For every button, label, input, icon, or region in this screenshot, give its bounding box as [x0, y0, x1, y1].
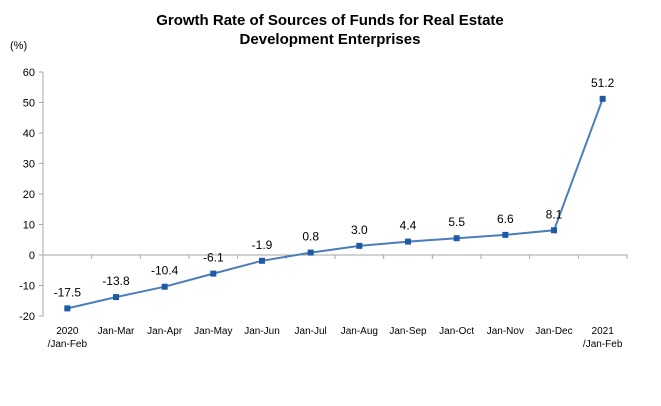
x-tick-label: Jan-May: [194, 326, 232, 337]
y-tick-label: 40: [23, 128, 35, 140]
data-label: 8.1: [546, 207, 563, 221]
y-axis-unit: (%): [10, 40, 27, 52]
data-markers: [64, 95, 606, 312]
data-label: 5.5: [448, 215, 465, 229]
data-point-marker: [502, 231, 509, 238]
data-label: 6.6: [497, 212, 514, 226]
data-point-marker: [453, 235, 460, 242]
data-point-marker: [161, 283, 168, 290]
x-tick-label: 2021/Jan-Feb: [583, 326, 623, 350]
data-point-marker: [599, 95, 606, 102]
data-point-marker: [307, 249, 314, 256]
data-point-marker: [405, 238, 411, 245]
y-axis-ticks: 60 50 40 30 20 10 0 -10 -20: [19, 67, 43, 323]
y-tick-label: 20: [23, 189, 35, 201]
data-label: 4.4: [400, 219, 417, 233]
y-tick-label: 50: [23, 98, 35, 110]
x-tick-label: 2020/Jan-Feb: [48, 326, 88, 350]
y-tick-label: 60: [23, 67, 35, 79]
x-tick-label: Jan-Jun: [244, 326, 280, 337]
y-tick-label: -10: [19, 281, 35, 293]
y-tick-label: -20: [19, 311, 35, 323]
data-point-marker: [356, 242, 363, 249]
data-label: 51.2: [591, 76, 615, 90]
series-line: [67, 98, 604, 310]
y-tick-label: 30: [23, 159, 35, 171]
axes: [42, 72, 627, 316]
data-label: -1.9: [252, 238, 273, 252]
x-axis-ticks: 2020/Jan-Feb Jan-Mar Jan-Apr Jan-May Jan-Jun…: [42, 255, 628, 350]
x-tick-label: Jan-Aug: [341, 326, 378, 337]
data-point-marker: [210, 270, 217, 277]
data-point-marker: [113, 294, 119, 301]
data-label: -13.8: [102, 274, 130, 288]
data-point-marker: [64, 305, 71, 312]
x-tick-label: Jan-Dec: [535, 326, 572, 337]
data-point-marker: [259, 257, 265, 264]
x-tick-label: Jan-Nov: [487, 326, 524, 337]
data-point-marker: [551, 227, 557, 234]
chart-title: Growth Rate of Sources of Funds for Real…: [156, 12, 504, 48]
data-labels: -17.5 -13.8 -10.4 -6.1 -1.9 0.8 3.0 4.4 5.5 6.6 8.…: [54, 76, 615, 300]
x-tick-label: Jan-Jul: [295, 326, 327, 337]
x-tick-label: Jan-Apr: [147, 326, 183, 337]
data-label: -17.5: [54, 285, 82, 299]
chart-title-line-2: Development Enterprises: [240, 31, 421, 48]
x-tick-label: Jan-Oct: [439, 326, 474, 337]
data-label: 0.8: [302, 230, 319, 244]
data-label: -6.1: [203, 251, 224, 265]
x-tick-label: Jan-Sep: [389, 326, 427, 337]
y-tick-label: 0: [29, 250, 35, 262]
y-tick-label: 10: [23, 220, 35, 232]
data-label: -10.4: [151, 264, 179, 278]
x-tick-label: Jan-Mar: [98, 326, 135, 337]
chart-title-line-1: Growth Rate of Sources of Funds for Real…: [156, 12, 504, 29]
data-label: 3.0: [351, 223, 368, 237]
